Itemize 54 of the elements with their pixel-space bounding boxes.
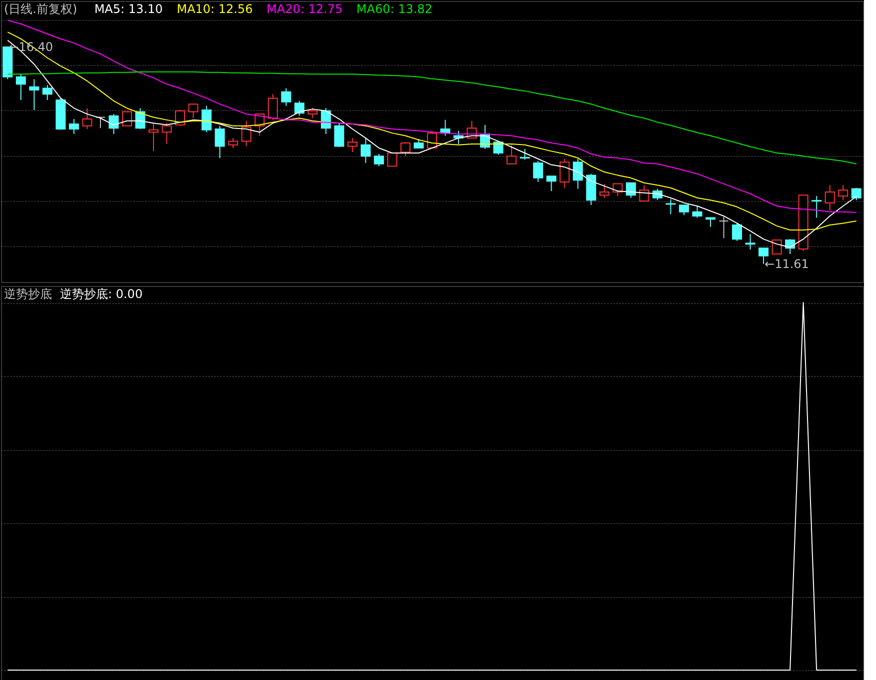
text: MA5: 13.10 <box>94 2 163 16</box>
candlestick <box>666 198 676 215</box>
candlestick <box>520 148 530 160</box>
candlestick <box>228 138 238 149</box>
candlestick <box>360 138 371 164</box>
candlestick <box>202 105 212 133</box>
text: 逆势抄底: 0.00 <box>60 287 143 301</box>
candlestick <box>414 138 424 149</box>
candlestick <box>82 108 92 130</box>
candlestick <box>268 94 278 120</box>
candlestick <box>533 160 544 182</box>
candlestick <box>308 108 318 119</box>
candlestick <box>294 100 304 116</box>
text: MA20: 12.75 <box>266 2 343 16</box>
candlestick <box>599 183 610 198</box>
candlestick <box>334 122 344 148</box>
candlestick <box>838 184 848 201</box>
candlestick <box>851 187 862 201</box>
candlestick <box>506 144 517 164</box>
annotation: ←11.61 <box>764 256 809 271</box>
candlestick <box>692 206 702 218</box>
candlestick <box>122 111 132 126</box>
candlestick <box>387 152 398 167</box>
candlestick <box>812 196 822 218</box>
candlestick <box>162 122 172 144</box>
candlestick <box>241 120 252 147</box>
candlestick <box>68 118 79 134</box>
candlestick <box>732 222 742 242</box>
chart-title: 逆势抄底 <box>4 287 52 301</box>
candlestick <box>626 182 636 198</box>
candlestick <box>108 114 119 134</box>
candlestick <box>572 158 583 190</box>
candlestick <box>16 74 26 101</box>
candlestick <box>29 78 40 110</box>
candlestick <box>42 84 52 101</box>
candlestick <box>175 109 186 126</box>
candlestick <box>772 239 782 255</box>
candlestick <box>214 125 225 158</box>
candlestick <box>374 153 384 167</box>
candlestick <box>546 176 556 192</box>
candlestick <box>347 138 358 153</box>
candlestick <box>400 142 410 157</box>
text: MA60: 13.82 <box>356 2 432 16</box>
candlestick <box>148 122 159 152</box>
candlestick <box>824 184 835 211</box>
candlestick <box>678 204 689 216</box>
text: MA10: 12.56 <box>176 2 253 16</box>
candlestick <box>639 184 650 202</box>
candlestick <box>718 216 729 239</box>
candlestick <box>281 88 292 106</box>
candlestick <box>745 234 756 250</box>
candlestick <box>560 158 570 188</box>
chart-title: (日线.前复权) <box>4 2 78 16</box>
candlestick <box>188 104 198 119</box>
